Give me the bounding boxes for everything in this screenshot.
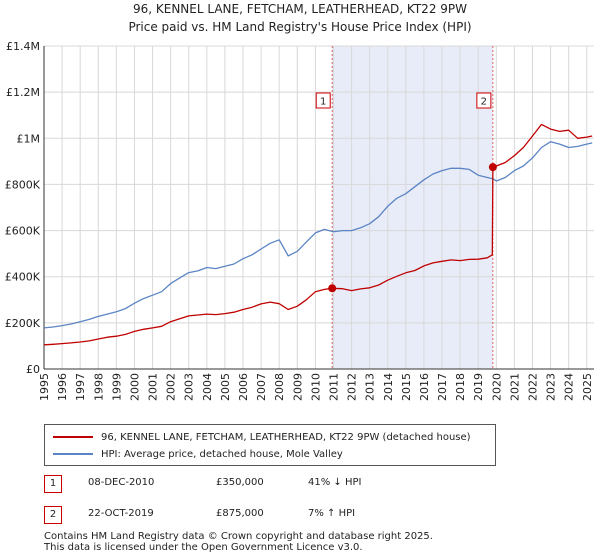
- legend-hpi-swatch: [53, 453, 93, 455]
- x-tick-label: 2015: [400, 373, 413, 401]
- sale-point: [328, 284, 337, 293]
- y-tick-label: £0: [26, 363, 40, 376]
- y-tick-label: £400K: [5, 271, 41, 284]
- sale-marker-box: [476, 92, 492, 109]
- x-tick-label: 2011: [327, 373, 340, 401]
- price-chart: £0 £200K £400K £600K £800K £1M £1.2M £1.4M 1995 1…: [5, 40, 594, 401]
- sale-point: [488, 163, 497, 172]
- x-tick-label: 2005: [219, 373, 232, 401]
- x-tick-label: 2010: [309, 373, 322, 401]
- transaction-price: £875,000: [216, 508, 264, 519]
- x-tick-label: 2020: [490, 373, 503, 401]
- transaction-badge: 2: [44, 506, 62, 524]
- x-tick-label: 2014: [382, 373, 395, 401]
- x-tick-label: 2000: [128, 373, 141, 401]
- y-tick-label: £1.2M: [6, 86, 40, 99]
- legend-price-swatch: [53, 436, 93, 438]
- x-tick-label: 2022: [526, 373, 539, 401]
- sale-marker-label: 1: [320, 97, 326, 108]
- x-tick-label: 1997: [74, 373, 87, 401]
- x-tick-label: 2002: [165, 373, 178, 401]
- footer-copyright: Contains HM Land Registry data © Crown c…: [44, 531, 433, 542]
- chart-title: 96, KENNEL LANE, FETCHAM, LEATHERHEAD, K…: [132, 2, 468, 16]
- legend: 96, KENNEL LANE, FETCHAM, LEATHERHEAD, K…: [44, 424, 496, 466]
- y-tick-label: £200K: [5, 317, 41, 330]
- x-tick-label: 1996: [56, 373, 69, 401]
- x-tick-label: 2018: [454, 373, 467, 401]
- chart-subtitle: Price paid vs. HM Land Registry's House …: [128, 20, 472, 34]
- x-tick-label: 1999: [110, 373, 123, 401]
- y-tick-label: £1M: [17, 132, 41, 145]
- x-tick-label: 2001: [147, 373, 160, 401]
- transaction-badge: 1: [44, 475, 62, 493]
- x-tick-label: 2009: [291, 373, 304, 401]
- footer-license: This data is licensed under the Open Gov…: [44, 542, 363, 553]
- price-paid-line: [43, 123, 593, 346]
- transaction-date: 22-OCT-2019: [88, 508, 154, 519]
- y-tick-label: £1.4M: [6, 40, 40, 53]
- x-tick-label: 2023: [545, 373, 558, 401]
- x-tick-label: 2025: [581, 373, 594, 401]
- x-tick-label: 2006: [237, 373, 250, 401]
- transaction-price: £350,000: [216, 477, 264, 488]
- x-tick-label: 1998: [92, 373, 105, 401]
- x-tick-label: 2012: [346, 373, 359, 401]
- x-tick-label: 2021: [508, 373, 521, 401]
- y-tick-label: £600K: [5, 225, 41, 238]
- legend-item-hpi: HPI: Average price, detached house, Mole…: [53, 446, 343, 462]
- hpi-line: [43, 141, 593, 329]
- x-tick-label: 2017: [436, 373, 449, 401]
- sale-marker-label: 2: [481, 97, 487, 108]
- x-tick-label: 2007: [255, 373, 268, 401]
- shaded-period: [332, 46, 493, 369]
- transaction-hpi-diff: 41% ↓ HPI: [308, 477, 362, 488]
- x-tick-label: 2019: [472, 373, 485, 401]
- x-tick-label: 2016: [418, 373, 431, 401]
- footer: Contains HM Land Registry data © Crown c…: [44, 531, 433, 553]
- x-tick-label: 1995: [38, 373, 51, 401]
- x-tick-label: 2013: [364, 373, 377, 401]
- x-tick-label: 2024: [563, 373, 576, 401]
- transaction-hpi-diff: 7% ↑ HPI: [308, 508, 356, 519]
- transaction-date: 08-DEC-2010: [88, 477, 155, 488]
- y-tick-label: £800K: [5, 178, 41, 191]
- x-tick-label: 2008: [273, 373, 286, 401]
- sale-marker-box: [315, 92, 331, 109]
- x-tick-label: 2003: [183, 373, 196, 401]
- legend-item-price: 96, KENNEL LANE, FETCHAM, LEATHERHEAD, K…: [53, 429, 471, 445]
- legend-price-label: 96, KENNEL LANE, FETCHAM, LEATHERHEAD, K…: [101, 431, 471, 443]
- legend-hpi-label: HPI: Average price, detached house, Mole…: [101, 448, 343, 460]
- x-tick-label: 2004: [201, 373, 214, 401]
